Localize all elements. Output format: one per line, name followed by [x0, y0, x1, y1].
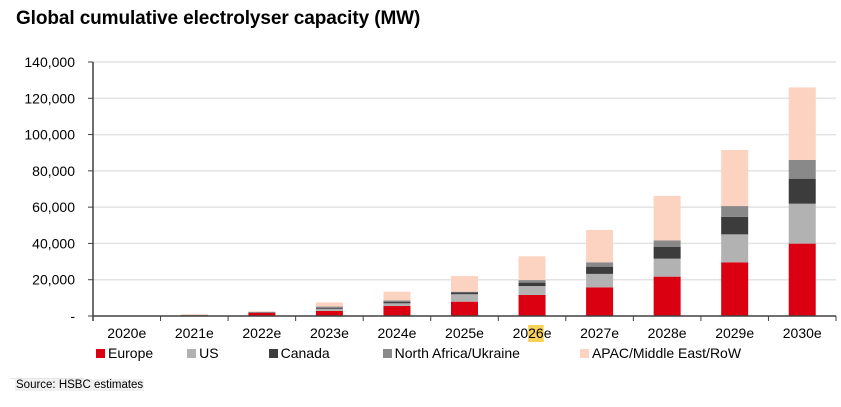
source-note: Source: HSBC estimates — [15, 379, 145, 391]
legend-item-europe: Europe — [96, 345, 153, 361]
bar-north-africa-ukraine-2028e — [653, 240, 681, 247]
bar-apac-middle-east-row-2023e — [315, 302, 343, 307]
bar-north-africa-ukraine-2022e — [248, 311, 276, 313]
y-axis-tick-labels: - 20,000 40,000 60,000 80,000 100,000 120,000 1… — [24, 54, 75, 324]
legend-swatch — [268, 348, 278, 358]
legend-item-canada: Canada — [268, 345, 330, 361]
y-tick-label: 140,000 — [24, 54, 75, 70]
x-tick-label: 2023e — [310, 325, 349, 341]
bar-apac-middle-east-row-2024e — [383, 291, 411, 301]
bar-us-2025e — [451, 294, 478, 302]
x-tick-label: 2021e — [175, 325, 214, 341]
bar-canada-2030e — [788, 178, 816, 204]
bar-europe-2029e — [721, 262, 749, 316]
x-tick-label: 2024e — [377, 325, 416, 341]
legend-label: Europe — [108, 345, 154, 361]
bar-us-2026e — [518, 286, 546, 295]
bar-europe-2024e — [383, 306, 411, 316]
bar-apac-middle-east-row-2027e — [586, 230, 614, 263]
bar-apac-middle-east-row-2025e — [451, 276, 478, 292]
legend-swatch — [382, 348, 392, 358]
bar-north-africa-ukraine-2027e — [586, 262, 614, 267]
bar-north-africa-ukraine-2023e — [315, 306, 343, 309]
y-tick-label: 40,000 — [32, 235, 75, 251]
bar-canada-2026e — [518, 282, 546, 287]
y-tick-label: 100,000 — [24, 127, 75, 143]
bar-apac-middle-east-row-2029e — [721, 149, 749, 207]
legend-item-apac-middle-east-row: APAC/Middle East/RoW — [579, 345, 742, 361]
bar-europe-2027e — [586, 287, 614, 316]
x-tick-label: 2020e — [107, 325, 146, 341]
bar-us-2023e — [315, 309, 343, 311]
bar-apac-middle-east-row-2030e — [788, 87, 816, 160]
y-tick-label: 80,000 — [32, 163, 75, 179]
bar-europe-2023e — [315, 310, 343, 316]
legend-swatch — [96, 348, 105, 358]
bar-canada-2028e — [653, 246, 681, 259]
bar-north-africa-ukraine-2024e — [383, 300, 411, 303]
stacked-bar-chart: - 20,000 40,000 60,000 80,000 100,000 120,000 1… — [24, 54, 837, 342]
x-tick-label: 2026e — [513, 325, 552, 341]
x-tick-label: 2025e — [445, 325, 484, 341]
x-tick-label: 2029e — [715, 325, 754, 341]
bar-europe-2026e — [518, 294, 546, 316]
bar-us-2030e — [788, 203, 816, 244]
legend-label: North Africa/Ukraine — [394, 345, 520, 361]
bar-europe-2025e — [451, 301, 478, 316]
bar-apac-middle-east-row-2021e — [180, 314, 208, 316]
axes — [88, 61, 837, 321]
bars — [113, 87, 816, 317]
legend: Europe US Canada North Africa/Ukraine APAC/M… — [96, 345, 741, 361]
bar-canada-2027e — [586, 266, 614, 274]
y-tick-label: 20,000 — [32, 272, 75, 288]
legend-label: APAC/Middle East/RoW — [591, 345, 742, 361]
legend-swatch — [579, 348, 589, 358]
x-tick-label: 2030e — [783, 325, 822, 341]
bar-us-2027e — [586, 273, 614, 288]
legend-swatch — [187, 348, 197, 358]
y-tick-label: 120,000 — [24, 90, 75, 106]
bar-us-2028e — [653, 258, 681, 277]
legend-item-north-africa-ukraine: North Africa/Ukraine — [382, 345, 520, 361]
x-tick-label: 2022e — [242, 325, 281, 341]
text-highlight — [528, 325, 544, 342]
x-axis-tick-labels: 2020e 2021e 2022e 2023e 2024e 2025e 2026e 2027e… — [107, 325, 822, 342]
bar-canada-2029e — [721, 216, 749, 235]
bar-apac-middle-east-row-2026e — [518, 256, 546, 281]
bar-north-africa-ukraine-2026e — [518, 280, 546, 283]
bar-canada-2023e — [315, 308, 343, 310]
bar-north-africa-ukraine-2029e — [721, 206, 749, 217]
bar-north-africa-ukraine-2025e — [451, 291, 478, 293]
bar-canada-2024e — [383, 302, 411, 304]
bar-europe-2030e — [788, 243, 816, 316]
source-divider — [10, 378, 84, 379]
legend-item-us: US — [187, 345, 219, 361]
x-tick-label: 2028e — [648, 325, 687, 341]
bar-canada-2025e — [451, 292, 478, 295]
x-tick-label: 2027e — [580, 325, 619, 341]
bar-europe-2022e — [248, 312, 276, 316]
chart-title: Global cumulative electrolyser capacity … — [16, 8, 421, 29]
bar-apac-middle-east-row-2028e — [653, 195, 681, 241]
bar-apac-middle-east-row-2022e — [248, 311, 276, 312]
bar-us-2024e — [383, 303, 411, 307]
legend-label: Canada — [280, 345, 330, 361]
bar-us-2029e — [721, 234, 749, 263]
y-tick-label: - — [70, 308, 75, 324]
bar-north-africa-ukraine-2030e — [788, 159, 816, 179]
legend-label: US — [199, 345, 219, 361]
bar-europe-2028e — [653, 276, 681, 316]
y-tick-label: 60,000 — [32, 199, 75, 215]
